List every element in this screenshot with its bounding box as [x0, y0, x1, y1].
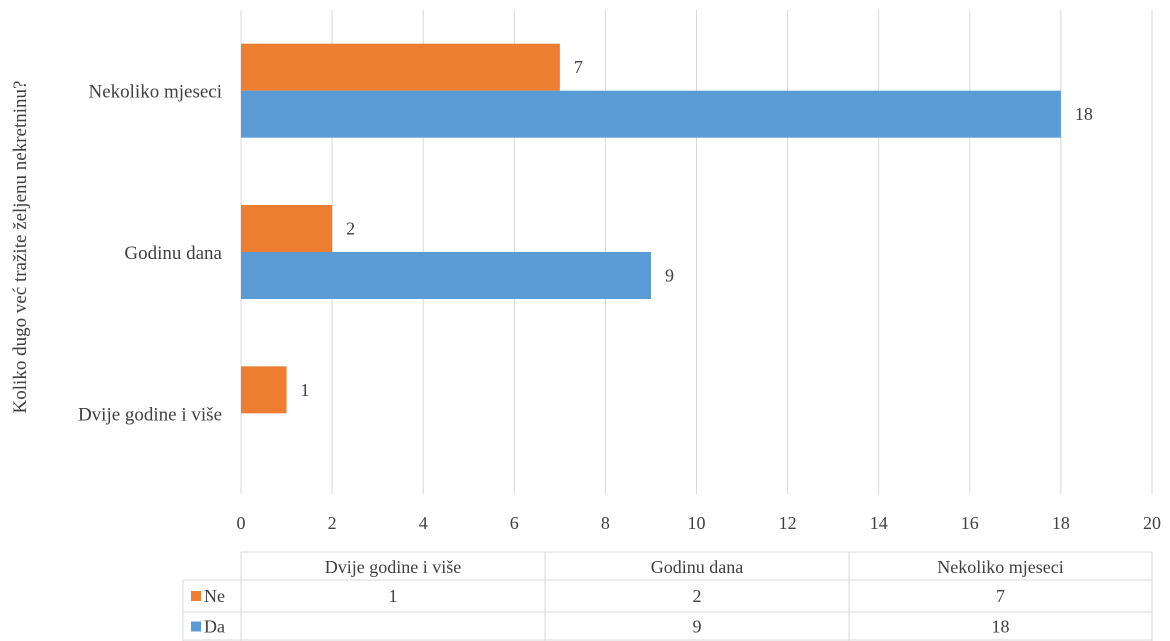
data-label-ne: 1: [301, 380, 310, 400]
x-tick-label: 4: [419, 513, 428, 533]
table-header-cell: Nekoliko mjeseci: [937, 557, 1063, 577]
table-cell: 2: [693, 586, 702, 606]
x-tick-label: 14: [870, 513, 888, 533]
legend-key-ne: [191, 591, 201, 601]
legend-label: Da: [204, 617, 225, 637]
data-label-ne: 2: [346, 219, 355, 239]
x-axis-ticks: 0 2 4 6 8 10 12 14 16 18 20: [237, 513, 1162, 533]
x-tick-label: 0: [237, 513, 246, 533]
category-label: Dvije godine i više: [78, 404, 222, 425]
x-tick-label: 2: [328, 513, 337, 533]
x-tick-label: 16: [961, 513, 979, 533]
data-labels: 1 2 9 7 18: [301, 57, 1093, 400]
category-label: Nekoliko mjeseci: [89, 82, 223, 103]
bars: [241, 43, 1061, 414]
data-table: Dvije godine i više Godinu dana Nekoliko m…: [182, 551, 1153, 641]
x-tick-label: 12: [779, 513, 797, 533]
legend-label: Ne: [204, 586, 225, 606]
x-tick-label: 18: [1052, 513, 1070, 533]
x-tick-label: 6: [510, 513, 519, 533]
bar-da: [241, 90, 1061, 138]
y-axis-label: Koliko dugo već tražite željenu nekretni…: [10, 81, 31, 414]
table-cell: 7: [996, 586, 1005, 606]
category-label: Godinu dana: [124, 243, 222, 264]
x-tick-label: 10: [688, 513, 706, 533]
bar-ne: [241, 205, 333, 252]
table-header-cell: Dvije godine i više: [325, 557, 461, 577]
table-header-cell: Godinu dana: [651, 557, 743, 577]
table-cell: 1: [389, 586, 398, 606]
data-label-da: 9: [665, 266, 674, 286]
bar-ne: [241, 366, 287, 414]
data-label-ne: 7: [574, 57, 583, 77]
x-tick-label: 8: [601, 513, 610, 533]
x-tick-label: 20: [1143, 513, 1161, 533]
bar-da: [241, 252, 651, 299]
table-cell: 18: [992, 617, 1010, 637]
bar-ne: [241, 43, 560, 91]
legend-key-da: [191, 621, 201, 632]
table-cell: 9: [693, 617, 702, 637]
category-labels: Dvije godine i više Godinu dana Nekoliko m…: [78, 82, 223, 426]
data-label-da: 18: [1075, 104, 1093, 124]
